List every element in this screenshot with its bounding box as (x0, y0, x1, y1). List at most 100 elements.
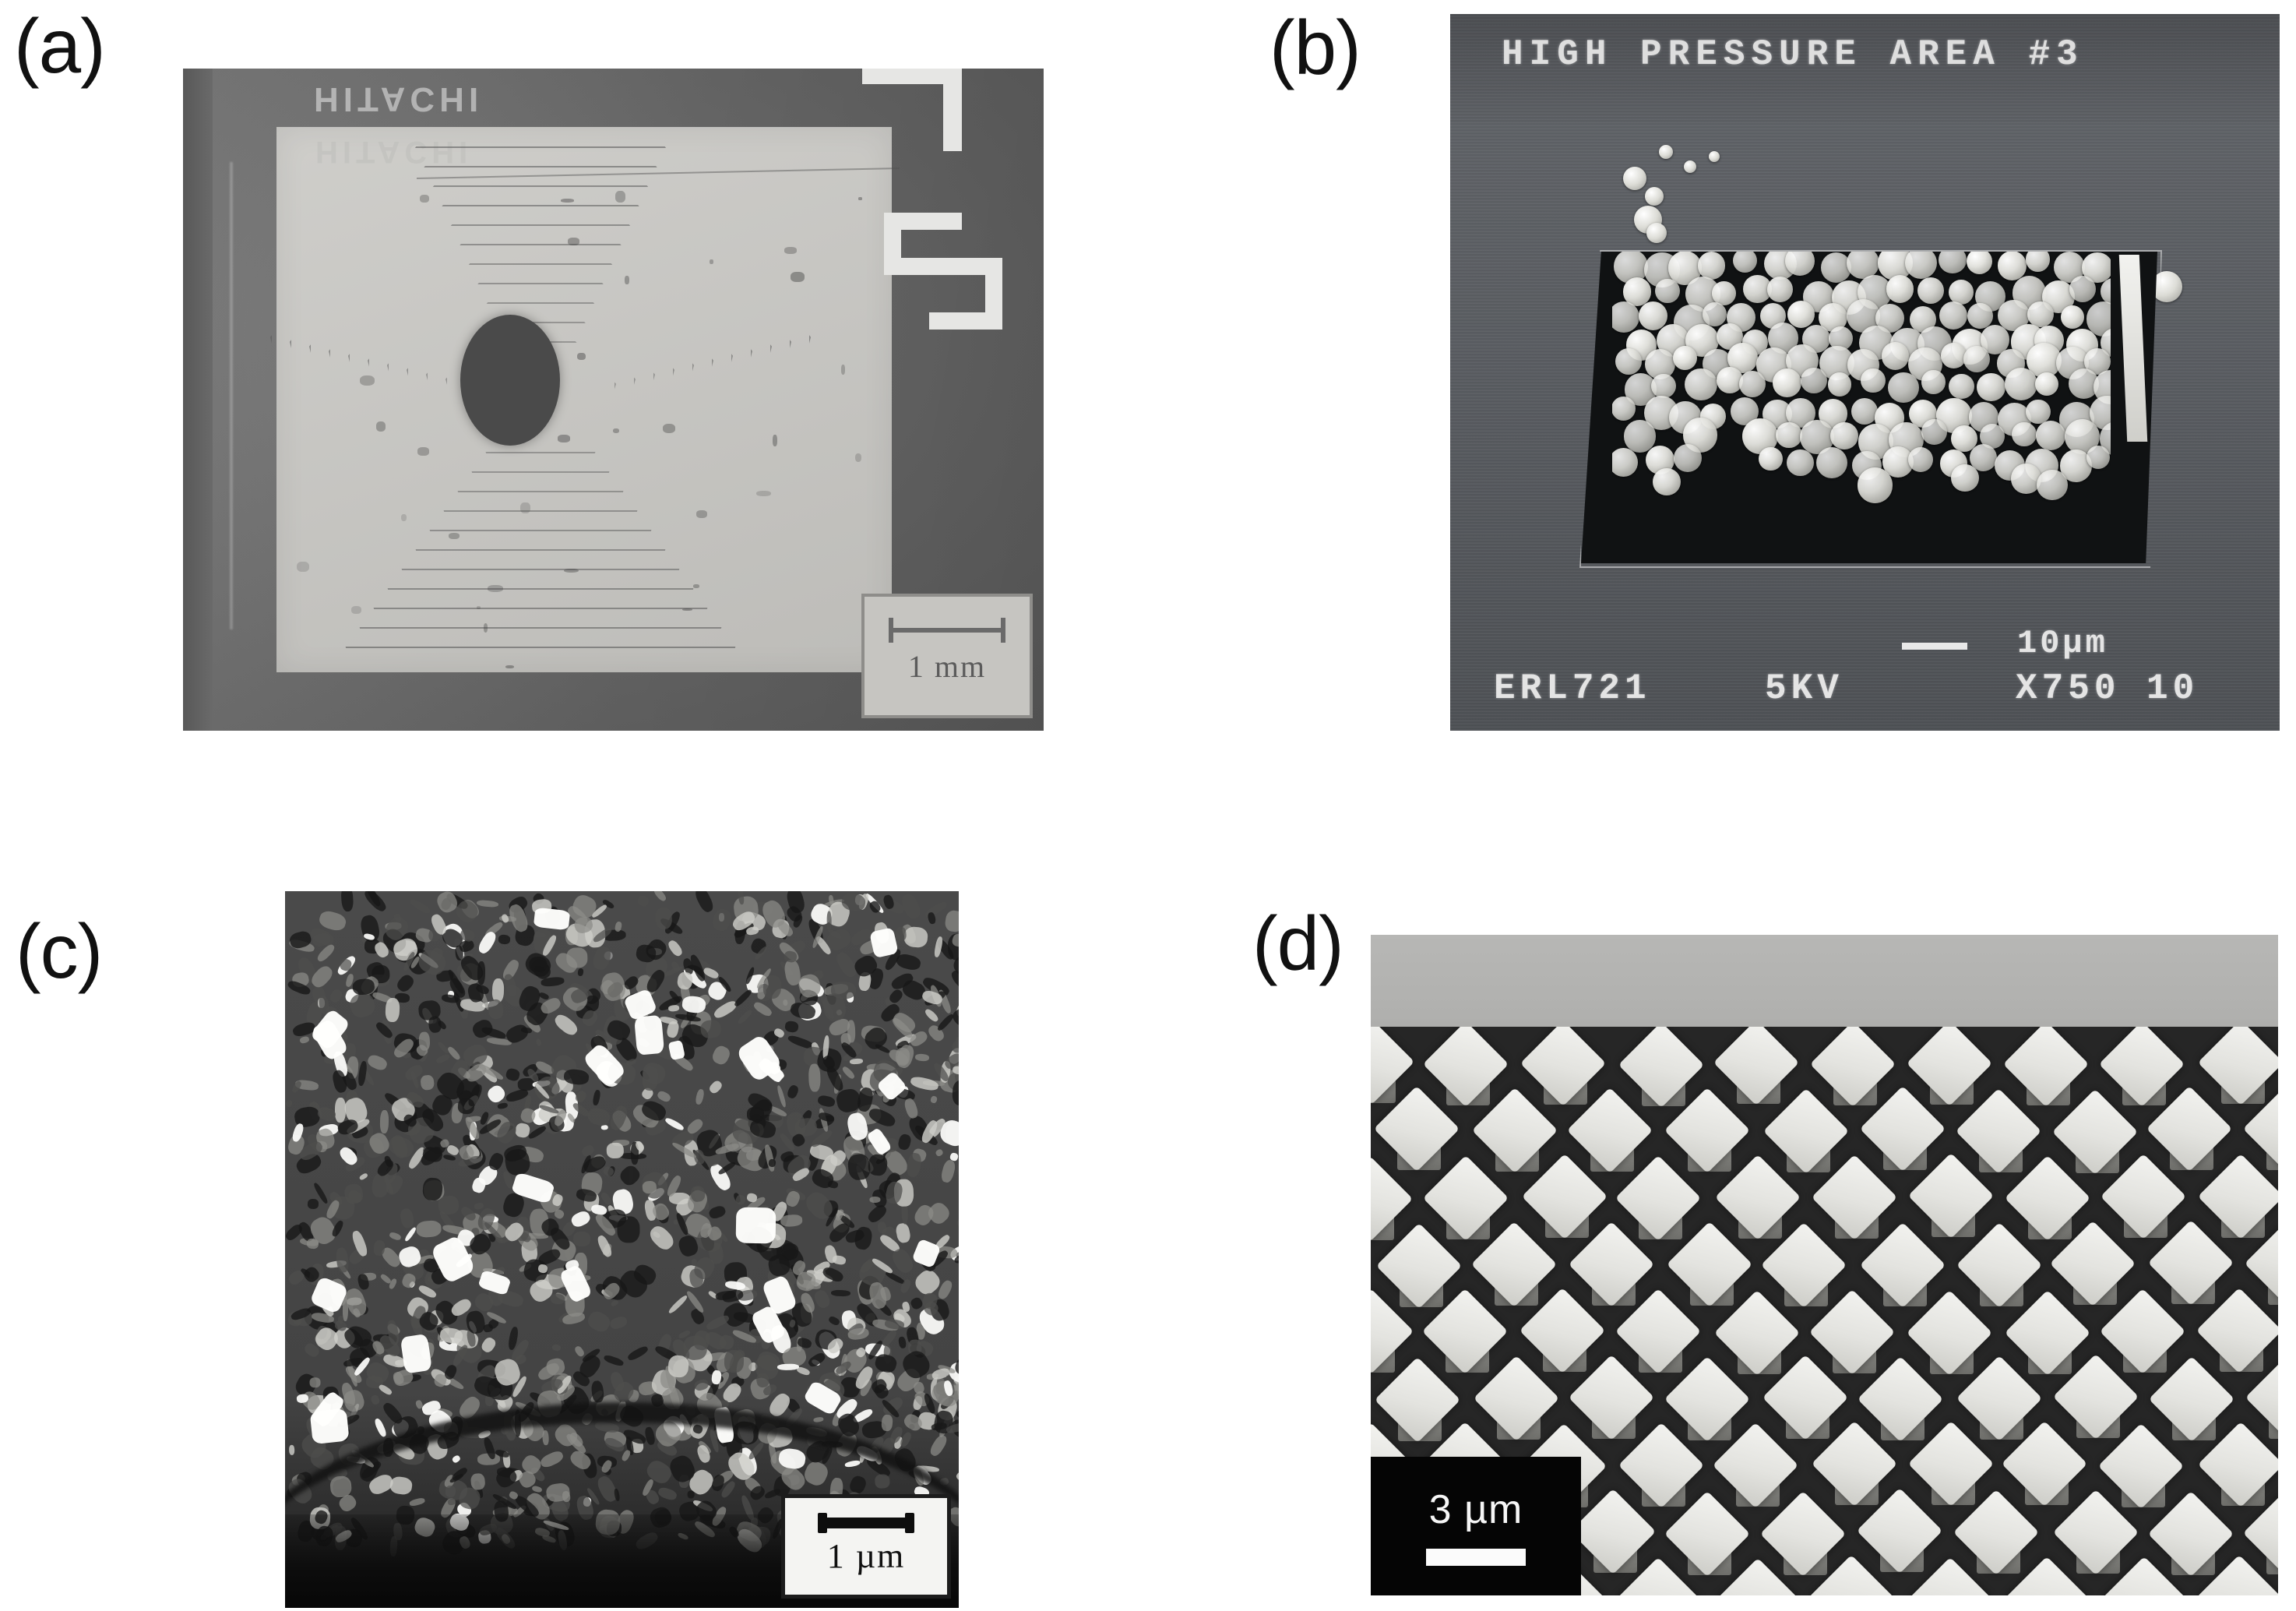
microsphere (1702, 301, 1727, 326)
grain (724, 1349, 745, 1373)
substrate-speck (858, 197, 863, 200)
substrate-speck (681, 608, 692, 611)
substrate-speck (417, 446, 429, 456)
microsphere (1921, 370, 1946, 394)
chip-left-edge (183, 69, 213, 731)
bond-pad-trace-6 (985, 258, 1002, 330)
microsphere (1787, 449, 1815, 477)
microsphere (1759, 447, 1783, 471)
substrate-speck (612, 428, 620, 434)
square-post (1520, 1027, 1607, 1106)
substrate-speck (359, 375, 375, 386)
substrate-speck (448, 532, 460, 539)
microsphere (2011, 464, 2041, 494)
panel-label-a: (a) (14, 3, 106, 89)
grain (847, 1153, 872, 1181)
panel-label-c: (c) (16, 908, 103, 994)
grain (379, 1109, 389, 1133)
bright-crystallite (735, 1207, 776, 1244)
scale-bar-label: 3 µm (1428, 1487, 1523, 1532)
substrate-speck (505, 664, 515, 669)
microsphere (1712, 280, 1736, 305)
substrate-speck (692, 584, 700, 588)
microsphere (1615, 347, 1643, 375)
square-post (1906, 1027, 1992, 1107)
microsphere (1685, 368, 1717, 401)
microsphere (2086, 445, 2110, 469)
substrate-speck (375, 421, 386, 432)
stray-microsphere (1684, 160, 1696, 173)
microsphere (1651, 373, 1676, 398)
microsphere (1772, 368, 1802, 398)
panel-b-micrograph: HIGH PRESSURE AREA #3 10µm ERL721 5KV X7… (1450, 14, 2280, 731)
microsphere (1851, 397, 1879, 425)
grain (654, 907, 673, 930)
sem-magnification-and-wd: X750 10 (2016, 668, 2199, 709)
packed-microspheres (1612, 252, 2111, 509)
grain (288, 1444, 294, 1456)
microsphere (1623, 420, 1656, 453)
coil-center-aperture (460, 315, 560, 446)
microsphere (1776, 421, 1802, 448)
substrate-speck (297, 561, 310, 573)
square-post (1713, 1027, 1800, 1106)
stray-microsphere (1709, 151, 1720, 162)
microsphere (1967, 303, 1993, 330)
substrate-speck (477, 605, 481, 609)
square-post (1809, 1027, 1896, 1108)
microsphere (1905, 252, 1938, 280)
microsphere (1717, 367, 1743, 393)
square-post (2198, 1027, 2278, 1106)
microsphere (2012, 421, 2037, 446)
microsphere (1820, 252, 1851, 284)
stray-microsphere (1659, 145, 1673, 159)
substrate-speck (773, 435, 778, 446)
microsphere (1847, 252, 1879, 280)
microsphere (1674, 444, 1703, 473)
substrate-speck (791, 272, 805, 283)
microsphere (1997, 252, 2027, 280)
microsphere (2037, 470, 2068, 501)
panel-d-micrograph: 3 µm (1371, 935, 2278, 1595)
sem-scale-label: 10µm (2017, 625, 2108, 662)
microsphere (1963, 345, 1991, 373)
grain (776, 1363, 799, 1370)
scale-bar-box-c: 1 µm (781, 1494, 951, 1599)
cavity-bright-sidewall (2118, 255, 2148, 442)
grain (498, 934, 511, 945)
stray-microsphere (1646, 223, 1667, 243)
bond-pad-trace-3 (884, 213, 962, 230)
spiral-inductor-coil (270, 146, 811, 648)
substrate-speck (400, 513, 407, 521)
scale-bar-label: 1 mm (907, 648, 987, 684)
substrate-speck (855, 453, 862, 463)
microsphere (1939, 252, 1967, 274)
substrate-speck (696, 509, 708, 518)
substrate-speck (488, 585, 503, 593)
microsphere (1970, 443, 1998, 471)
bright-crystallite (309, 1408, 350, 1445)
substrate-speck (663, 424, 676, 434)
scale-bar-label: 1 µm (826, 1536, 906, 1575)
microsphere (2069, 275, 2097, 302)
microsphere (1828, 372, 1852, 397)
bright-crystallite (400, 1333, 433, 1373)
substrate-speck (558, 435, 570, 442)
substrate-speck (560, 199, 574, 203)
microsphere (1767, 277, 1794, 303)
microsphere (1612, 301, 1640, 333)
panel-label-d: (d) (1252, 901, 1344, 986)
substrate-speck (351, 606, 362, 614)
grain (895, 1047, 911, 1066)
grain (895, 926, 907, 942)
substrate-speck (568, 237, 580, 245)
square-post (2003, 1027, 2090, 1108)
panel-label-b: (b) (1269, 5, 1361, 90)
chip-die-area (276, 127, 892, 672)
microsphere (1738, 370, 1766, 397)
microsphere (1672, 345, 1698, 371)
grain (385, 997, 400, 1023)
microsphere (1888, 372, 1920, 404)
microsphere (1787, 300, 1815, 328)
substrate-scratch (230, 162, 233, 629)
